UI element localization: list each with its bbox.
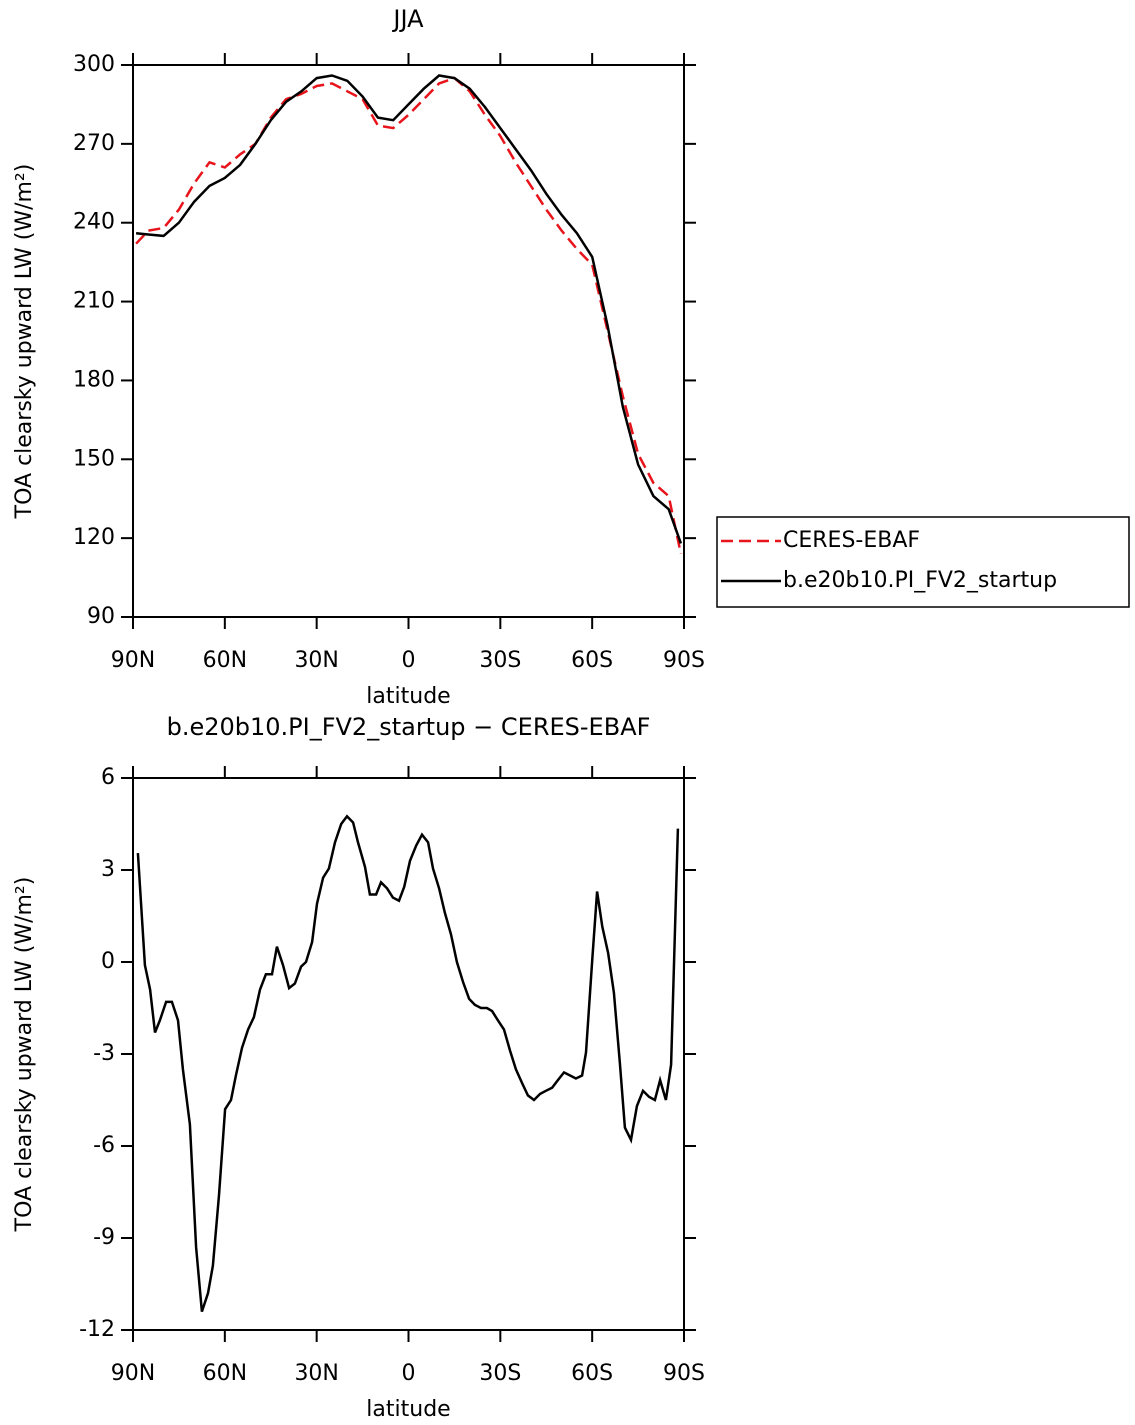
- y-tick-label: 150: [73, 446, 115, 471]
- x-tick-label: 60N: [203, 648, 247, 673]
- y-axis-label: TOA clearsky upward LW (W/m²): [12, 164, 37, 520]
- x-tick-label: 0: [402, 648, 416, 673]
- data-line: [135, 76, 683, 555]
- x-tick-label: 60S: [571, 1361, 613, 1386]
- x-tick-label: 90S: [663, 648, 705, 673]
- y-tick-label: -3: [93, 1041, 115, 1066]
- chart-title: JJA: [391, 5, 424, 33]
- data-line: [136, 814, 680, 1312]
- y-tick-label: 210: [73, 289, 115, 314]
- x-tick-label: 60N: [203, 1361, 247, 1386]
- y-tick-label: 3: [101, 857, 115, 882]
- data-line: [135, 74, 683, 544]
- x-tick-label: 90N: [111, 648, 155, 673]
- x-tick-label: 30S: [479, 648, 521, 673]
- x-tick-label: 0: [402, 1361, 416, 1386]
- chart-title: b.e20b10.PI_FV2_startup − CERES-EBAF: [167, 713, 651, 741]
- x-tick-label: 90N: [111, 1361, 155, 1386]
- x-axis-label: latitude: [366, 1397, 450, 1422]
- y-tick-label: 240: [73, 210, 115, 235]
- y-tick-label: -9: [93, 1225, 115, 1250]
- y-tick-label: -6: [93, 1133, 115, 1158]
- x-tick-label: 60S: [571, 648, 613, 673]
- y-tick-label: -12: [79, 1317, 115, 1342]
- x-tick-label: 90S: [663, 1361, 705, 1386]
- y-axis-label: TOA clearsky upward LW (W/m²): [12, 877, 37, 1233]
- x-axis-label: latitude: [366, 684, 450, 709]
- y-tick-label: 120: [73, 525, 115, 550]
- legend-label: CERES-EBAF: [783, 528, 920, 553]
- x-tick-label: 30N: [294, 648, 338, 673]
- y-tick-label: 180: [73, 367, 115, 392]
- legend-box: [716, 516, 1130, 608]
- x-tick-label: 30N: [294, 1361, 338, 1386]
- y-tick-label: 300: [73, 52, 115, 77]
- plot-frame: [132, 64, 685, 618]
- y-tick-label: 0: [101, 949, 115, 974]
- y-tick-label: 90: [87, 604, 115, 629]
- y-tick-label: 6: [101, 765, 115, 790]
- x-tick-label: 30S: [479, 1361, 521, 1386]
- y-tick-label: 270: [73, 131, 115, 156]
- legend-label: b.e20b10.PI_FV2_startup: [783, 568, 1057, 593]
